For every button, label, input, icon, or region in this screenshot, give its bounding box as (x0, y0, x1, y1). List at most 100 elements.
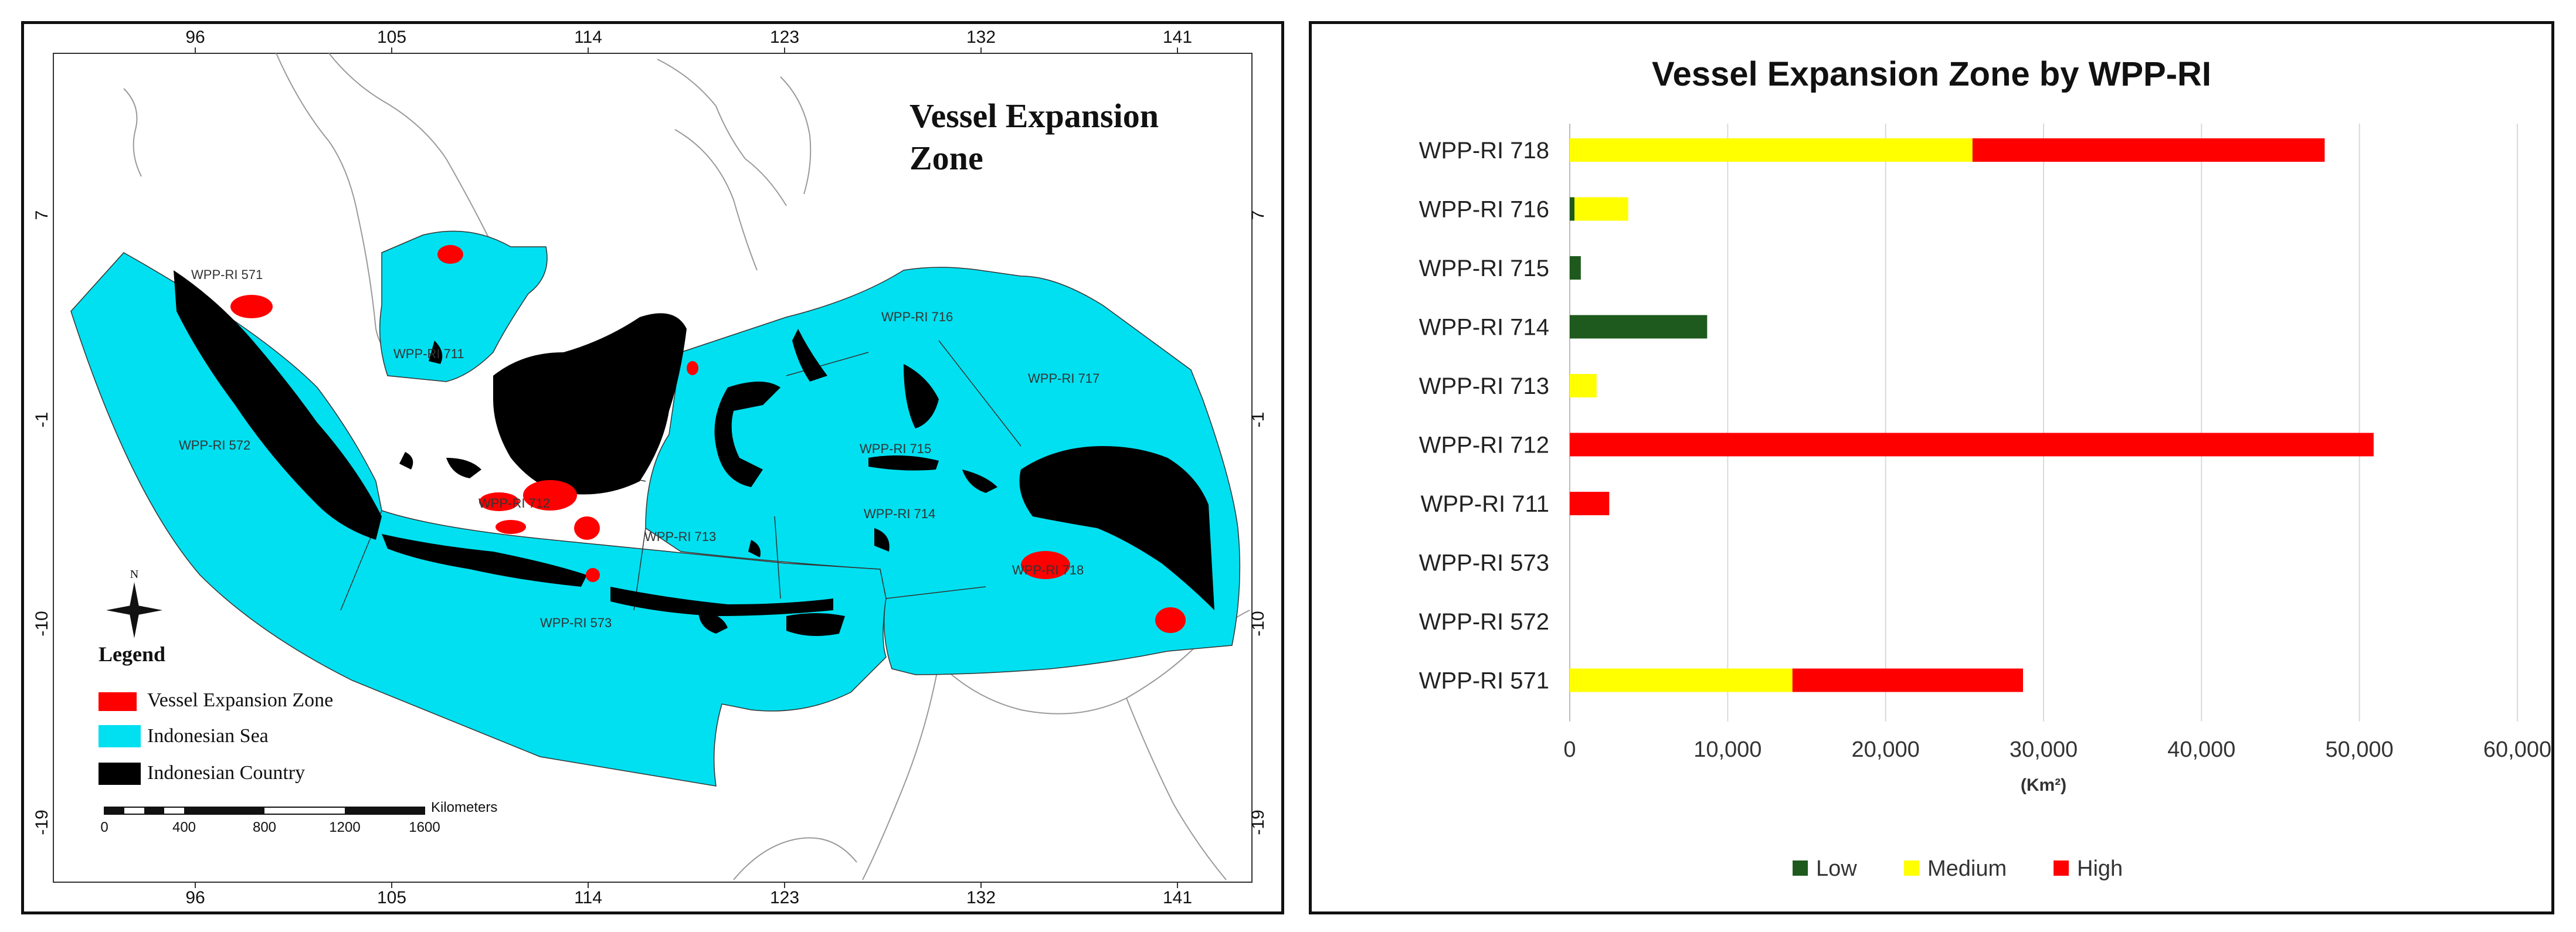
x-tick-label: 60,000 (2483, 737, 2551, 762)
legend-title: Legend (99, 642, 165, 666)
vessel-expansion-zones (230, 245, 1186, 633)
bar-chart: Vessel Expansion Zone by WPP-RI WPP-RI 7… (1419, 55, 2551, 881)
lon-labels-bottom: 96 105 114 123 132 141 (185, 888, 1192, 907)
x-tick-label: 10,000 (1693, 737, 1762, 762)
category-labels: WPP-RI 718 WPP-RI 716 WPP-RI 715 WPP-RI 714… (1419, 138, 1549, 694)
graticule-ticks (195, 47, 1178, 888)
category-label: WPP-RI 571 (1419, 668, 1549, 694)
lat-label: -1 (32, 412, 52, 428)
category-label: WPP-RI 713 (1419, 373, 1549, 399)
chart-panel: Vessel Expansion Zone by WPP-RI WPP-RI 7… (1309, 21, 2554, 914)
legend-swatch-land (99, 763, 141, 785)
lat-labels-left: 7 -1 -10 -19 (32, 210, 52, 835)
lon-label: 141 (1163, 28, 1192, 47)
bar-segment-medium (1570, 668, 1793, 692)
zone-label: WPP-RI 718 (1012, 563, 1084, 577)
lon-label: 96 (185, 28, 205, 47)
bar-segment-high (1972, 138, 2325, 162)
zone-label: WPP-RI 716 (881, 309, 953, 324)
legend-swatch (1793, 860, 1808, 876)
zone-label: WPP-RI 714 (864, 506, 935, 521)
zone-label: WPP-RI 571 (191, 267, 263, 282)
x-tick-label: 30,000 (2010, 737, 2078, 762)
category-label: WPP-RI 712 (1419, 433, 1549, 458)
scale-tick: 800 (253, 819, 276, 835)
indonesian-land (174, 270, 1214, 636)
zone-label: WPP-RI 712 (478, 496, 550, 511)
gridlines (1569, 124, 2518, 722)
bar-segment-medium (1574, 197, 1628, 221)
map-legend: Legend Vessel Expansion Zone Indonesian … (99, 642, 333, 785)
zone-label: WPP-RI 717 (1028, 371, 1099, 386)
scale-tick: 0 (100, 819, 108, 835)
lon-label: 114 (574, 888, 602, 907)
map-title-line2: Zone (909, 139, 983, 177)
scale-unit: Kilometers (431, 800, 497, 815)
lon-label: 105 (377, 28, 406, 47)
zone-labels: WPP-RI 571 WPP-RI 711 WPP-RI 716 WPP-RI … (179, 267, 1099, 630)
x-tick-label: 20,000 (1852, 737, 1920, 762)
lon-label: 141 (1163, 888, 1192, 907)
lat-label: 7 (1248, 210, 1268, 220)
north-arrow-icon: N (106, 568, 162, 638)
legend-label: Indonesian Sea (147, 725, 269, 747)
lat-label: -10 (32, 611, 52, 636)
category-label: WPP-RI 715 (1419, 256, 1549, 281)
lat-label: 7 (32, 210, 52, 220)
lat-label: -10 (1248, 611, 1268, 636)
bar-segment-high (1570, 433, 2374, 457)
x-tick-label: 0 (1563, 737, 1576, 762)
x-tick-label: 40,000 (2167, 737, 2235, 762)
zone-label: WPP-RI 573 (540, 615, 612, 630)
map-title-line1: Vessel Expansion (909, 97, 1159, 135)
lon-labels-top: 96 105 114 123 132 141 (185, 28, 1192, 47)
zone-label: WPP-RI 711 (393, 346, 464, 361)
x-tick-label: 50,000 (2326, 737, 2394, 762)
chart-title: Vessel Expansion Zone by WPP-RI (1652, 55, 2211, 93)
bar-segment-low (1570, 256, 1581, 280)
scale-tick: 1600 (409, 819, 440, 835)
lat-label: -19 (1248, 809, 1268, 835)
zone-label: WPP-RI 715 (860, 441, 931, 456)
lon-label: 123 (770, 28, 799, 47)
lat-label: -1 (1248, 412, 1268, 428)
lat-labels-right: 7 -1 -10 -19 (1248, 210, 1268, 835)
scale-tick: 1200 (329, 819, 360, 835)
category-label: WPP-RI 711 (1421, 491, 1549, 517)
legend-swatch-vessel-zone (99, 692, 137, 711)
bar-segment-medium (1570, 138, 1973, 162)
legend-swatch (2054, 860, 2069, 876)
bar-segment-high (1570, 492, 1610, 515)
legend-label: Vessel Expansion Zone (147, 689, 333, 711)
map-panel: WPP-RI 571 WPP-RI 711 WPP-RI 716 WPP-RI … (21, 21, 1284, 914)
lon-label: 123 (770, 888, 799, 907)
bar-segment-medium (1570, 374, 1597, 397)
category-label: WPP-RI 573 (1419, 550, 1549, 576)
lon-label: 114 (574, 28, 602, 47)
x-tick-labels: 0 10,000 20,000 30,000 40,000 50,000 60,000 (1563, 737, 2551, 762)
bars (1570, 138, 2374, 692)
legend-label: Indonesian Country (147, 762, 305, 784)
scale-bar: Kilometers 0 400 800 1200 1600 (100, 800, 497, 835)
zone-label: WPP-RI 572 (179, 438, 250, 453)
zone-label: WPP-RI 713 (644, 529, 716, 544)
lon-label: 132 (966, 888, 996, 907)
bar-segment-high (1792, 668, 2023, 692)
category-label: WPP-RI 714 (1419, 315, 1549, 341)
bar-segment-low (1570, 315, 1708, 339)
legend-label: Medium (1927, 856, 2007, 881)
bar-segment-low (1570, 197, 1575, 221)
legend-label: High (2077, 856, 2123, 881)
chart-legend: Low Medium High (1793, 856, 2123, 881)
category-label: WPP-RI 718 (1419, 138, 1549, 164)
legend-swatch-sea (99, 725, 141, 747)
lat-label: -19 (32, 809, 52, 835)
legend-swatch (1904, 860, 1919, 876)
category-label: WPP-RI 572 (1419, 609, 1549, 635)
map-svg: WPP-RI 571 WPP-RI 711 WPP-RI 716 WPP-RI … (32, 28, 1268, 907)
legend-label: Low (1816, 856, 1857, 881)
scale-tick: 400 (172, 819, 196, 835)
x-axis-title: (Km²) (2021, 775, 2066, 795)
lon-label: 105 (377, 888, 406, 907)
lon-label: 96 (185, 888, 205, 907)
